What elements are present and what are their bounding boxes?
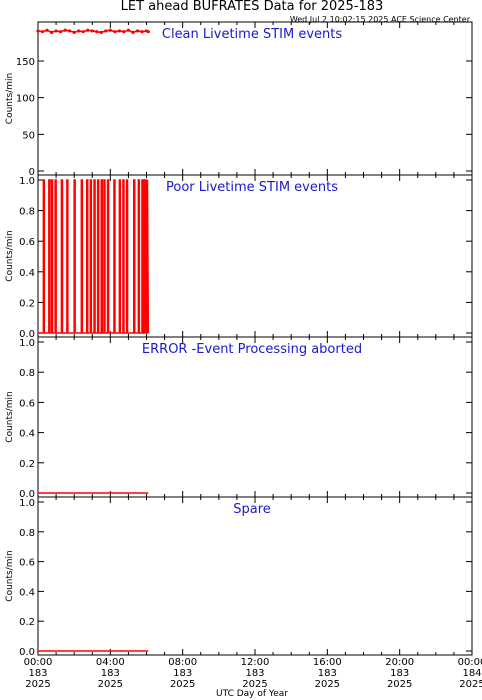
data-point [146, 30, 150, 34]
y-tick-label: 1.0 [19, 176, 35, 187]
panel-4: 0.0 0.2 0.4 0.6 0.8 1.0 Spare Counts/min [5, 496, 473, 658]
x-tick-label-doy: 183 [28, 668, 47, 679]
x-tick-label-time: 12:00 [241, 657, 270, 668]
panel-title: Poor Livetime STIM events [166, 180, 338, 195]
y-tick-label: 0.0 [19, 647, 35, 658]
y-tick-label: 0.8 [19, 207, 35, 218]
panel-title: Spare [233, 502, 271, 517]
data-point [104, 29, 108, 33]
y-tick-label: 0.4 [19, 429, 35, 440]
y-tick-label: 1.0 [19, 338, 35, 349]
panel-title: Clean Livetime STIM events [162, 27, 342, 42]
y-tick-label: 150 [16, 57, 35, 68]
panel-1: 0 50 100 150 Clean Livetime STIM events Count… [5, 21, 473, 178]
data-point [77, 29, 81, 33]
x-tick-label-year: 2025 [170, 679, 195, 690]
y-axis-label: Counts/min [5, 391, 15, 442]
x-tick-label-doy: 183 [101, 668, 120, 679]
y-tick-label: 0.6 [19, 237, 35, 248]
x-tick-label-time: 00:00 [458, 657, 482, 668]
data-point [131, 30, 135, 34]
y-axis-label: Counts/min [5, 550, 15, 601]
y-tick-label: 1.0 [19, 498, 35, 509]
y-tick-label: 0.8 [19, 528, 35, 539]
data-point [59, 30, 63, 34]
data-point [126, 28, 131, 32]
x-tick-label-doy: 183 [173, 668, 192, 679]
x-tick-label-year: 2025 [387, 679, 412, 690]
y-tick-label: 0.6 [19, 398, 35, 409]
data-point [40, 30, 45, 34]
x-tick-label-doy: 183 [245, 668, 264, 679]
data-point [108, 28, 112, 32]
chart-subtitle: Wed Jul 2 10:02:15 2025 ACE Science Cent… [290, 15, 471, 24]
data-point [72, 30, 76, 34]
x-tick-label-time: 16:00 [313, 657, 342, 668]
data-point [68, 29, 72, 33]
x-tick-label-time: 04:00 [96, 657, 125, 668]
y-tick-label: 0.2 [19, 459, 35, 470]
series-line [38, 179, 150, 334]
data-point [122, 30, 126, 34]
x-tick-label-time: 00:00 [24, 657, 53, 668]
x-tick-label-year: 2025 [25, 679, 50, 690]
panel-3: 0.0 0.2 0.4 0.6 0.8 1.0 ERROR -Event Processin… [5, 336, 473, 500]
data-point [135, 29, 140, 33]
chart-title: LET ahead BUFRATES Data for 2025-183 [121, 0, 384, 14]
y-tick-label: 100 [16, 94, 35, 105]
data-point [81, 30, 85, 34]
y-tick-label: 0.4 [19, 587, 35, 598]
x-tick-label-year: 2025 [98, 679, 123, 690]
data-point [54, 29, 58, 33]
y-axis-label: Counts/min [5, 73, 15, 124]
y-tick-label: 0.2 [19, 617, 35, 628]
data-point [90, 29, 94, 33]
data-point [86, 28, 90, 32]
data-point [113, 30, 117, 34]
y-tick-label: 0 [29, 167, 35, 178]
x-axis-label: UTC Day of Year [216, 689, 288, 699]
y-tick-label: 0.6 [19, 558, 35, 569]
x-tick-label-time: 08:00 [168, 657, 197, 668]
x-tick-label-time: 20:00 [385, 657, 414, 668]
x-tick-label-doy: 183 [318, 668, 337, 679]
data-point [63, 28, 67, 32]
x-tick-label-doy: 184 [462, 668, 481, 679]
panel-title: ERROR -Event Processing aborted [142, 342, 362, 357]
y-tick-label: 0.0 [19, 489, 35, 500]
x-tick-label-doy: 183 [390, 668, 409, 679]
y-tick-label: 0.8 [19, 368, 35, 379]
data-point [117, 29, 121, 33]
data-point [140, 30, 144, 34]
data-point [99, 30, 103, 34]
panels: 0 50 100 150 Clean Livetime STIM events Count… [5, 21, 482, 690]
panel-2: 0.0 0.2 0.4 0.6 0.8 1.0 Poor Livetime STIM eve… [5, 174, 473, 340]
x-tick-label-year: 2025 [242, 679, 267, 690]
y-tick-label: 50 [22, 130, 35, 141]
data-point [95, 30, 99, 34]
y-tick-label: 0.4 [19, 268, 35, 279]
data-point [36, 29, 40, 33]
data-point [49, 30, 54, 34]
y-tick-label: 0.0 [19, 329, 35, 340]
y-axis-label: Counts/min [5, 230, 15, 281]
y-tick-label: 0.2 [19, 298, 35, 309]
x-tick-label-year: 2025 [459, 679, 482, 690]
x-tick-label-year: 2025 [315, 679, 340, 690]
data-point [45, 28, 49, 32]
